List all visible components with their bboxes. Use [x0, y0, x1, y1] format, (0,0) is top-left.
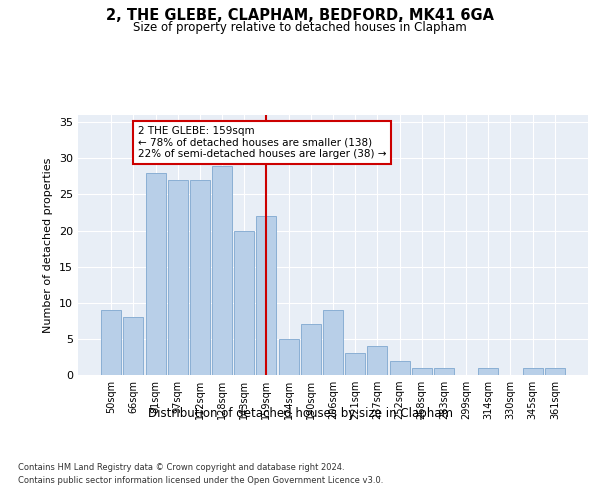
- Text: 2, THE GLEBE, CLAPHAM, BEDFORD, MK41 6GA: 2, THE GLEBE, CLAPHAM, BEDFORD, MK41 6GA: [106, 8, 494, 22]
- Bar: [234, 230, 254, 375]
- Bar: [523, 368, 542, 375]
- Bar: [146, 173, 166, 375]
- Bar: [212, 166, 232, 375]
- Text: Distribution of detached houses by size in Clapham: Distribution of detached houses by size …: [148, 408, 452, 420]
- Text: Contains public sector information licensed under the Open Government Licence v3: Contains public sector information licen…: [18, 476, 383, 485]
- Y-axis label: Number of detached properties: Number of detached properties: [43, 158, 53, 332]
- Text: Contains HM Land Registry data © Crown copyright and database right 2024.: Contains HM Land Registry data © Crown c…: [18, 462, 344, 471]
- Bar: [168, 180, 188, 375]
- Bar: [278, 339, 299, 375]
- Bar: [434, 368, 454, 375]
- Bar: [256, 216, 277, 375]
- Bar: [301, 324, 321, 375]
- Bar: [367, 346, 388, 375]
- Bar: [412, 368, 432, 375]
- Bar: [323, 310, 343, 375]
- Bar: [478, 368, 498, 375]
- Bar: [345, 354, 365, 375]
- Bar: [190, 180, 210, 375]
- Bar: [389, 360, 410, 375]
- Text: 2 THE GLEBE: 159sqm
← 78% of detached houses are smaller (138)
22% of semi-detac: 2 THE GLEBE: 159sqm ← 78% of detached ho…: [138, 126, 386, 159]
- Text: Size of property relative to detached houses in Clapham: Size of property relative to detached ho…: [133, 21, 467, 34]
- Bar: [124, 317, 143, 375]
- Bar: [545, 368, 565, 375]
- Bar: [101, 310, 121, 375]
